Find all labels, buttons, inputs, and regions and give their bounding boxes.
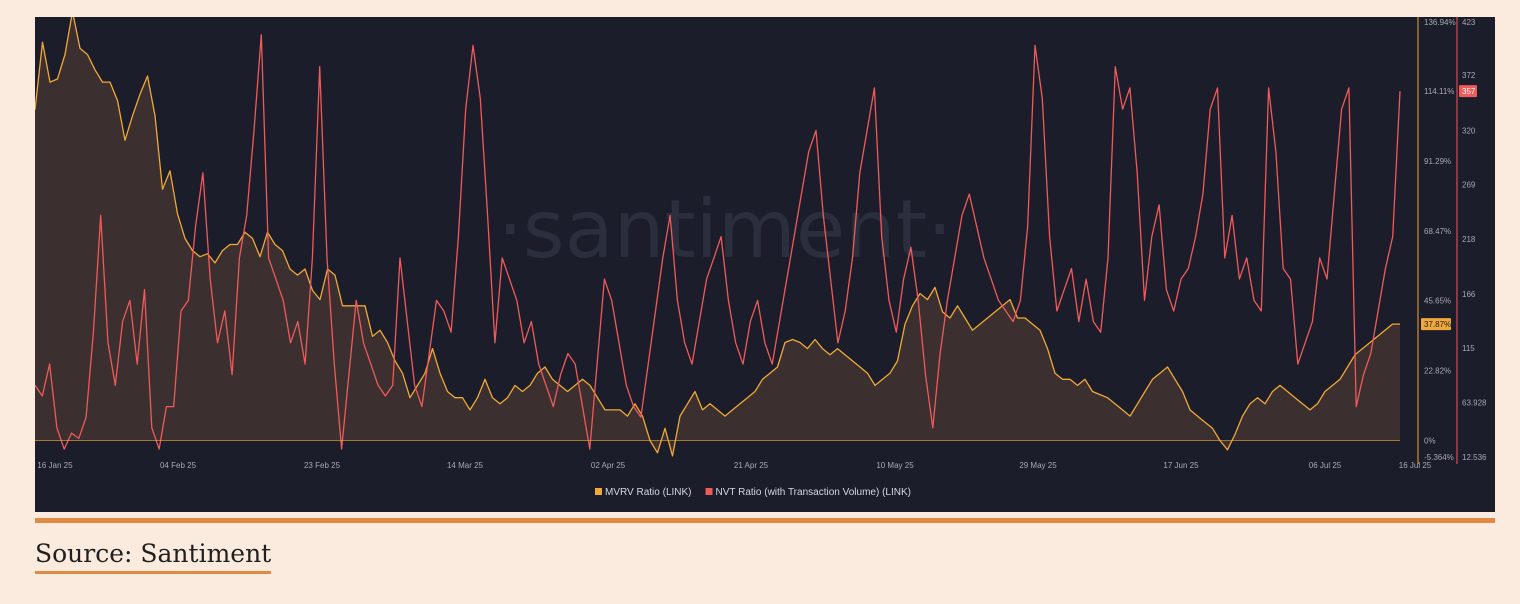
nvt-tick-label: 423 xyxy=(1462,18,1476,27)
chart-svg: ·santiment· 136.94% 114.11% 91.29% 68.47% 45… xyxy=(35,17,1487,498)
mvrv-tick-label: 22.82% xyxy=(1424,367,1451,376)
mvrv-tick-label: 0% xyxy=(1424,437,1436,446)
series-line-mvrv-ratio-link- xyxy=(35,17,1400,457)
mvrv-tick-label: 136.94% xyxy=(1424,18,1456,27)
chart-panel: ·santiment· 136.94% 114.11% 91.29% 68.47% 45… xyxy=(35,17,1495,512)
nvt-tick-label: 320 xyxy=(1462,126,1476,135)
x-tick-label: 17 Jun 25 xyxy=(1163,461,1199,470)
mvrv-tick-label: 45.65% xyxy=(1424,297,1451,306)
watermark: ·santiment· xyxy=(497,183,952,276)
source-credit: Source: Santiment xyxy=(35,538,272,574)
nvt-current-badge xyxy=(1459,85,1477,98)
nvt-tick-label: 166 xyxy=(1462,290,1476,299)
mvrv-tick-label: 68.47% xyxy=(1424,227,1451,236)
legend-swatch-1 xyxy=(705,488,713,495)
mvrv-current-label: 37.87% xyxy=(1424,320,1451,329)
x-tick-label: 16 Jan 25 xyxy=(37,461,73,470)
series-line-nvt-ratio-with-transaction-volume-link- xyxy=(35,34,1401,450)
series-areas xyxy=(35,17,1400,456)
divider xyxy=(35,518,1495,523)
legend-label-1: NVT Ratio (with Transaction Volume) (LIN… xyxy=(716,487,911,498)
x-tick-label: 29 May 25 xyxy=(1019,461,1057,470)
nvt-tick-label: 372 xyxy=(1462,71,1476,80)
x-tick-label: 14 Mar 25 xyxy=(447,461,484,470)
nvt-tick-label: 269 xyxy=(1462,181,1476,190)
nvt-tick-label: 63.928 xyxy=(1462,398,1487,407)
x-tick-label: 23 Feb 25 xyxy=(304,461,341,470)
mvrv-tick-label: -5.364% xyxy=(1424,453,1454,462)
x-tick-label: 16 Jul 25 xyxy=(1399,461,1432,470)
x-tick-label: 10 May 25 xyxy=(876,461,914,470)
series-area-mvrv-ratio-link- xyxy=(35,17,1400,456)
series-lines xyxy=(35,17,1401,457)
legend-label-0: MVRV Ratio (LINK) xyxy=(605,487,692,498)
nvt-tick-label: 12.536 xyxy=(1462,453,1487,462)
mvrv-tick-label: 91.29% xyxy=(1424,157,1451,166)
nvt-tick-label: 218 xyxy=(1462,235,1476,244)
legend-swatch-0 xyxy=(595,488,602,495)
nvt-current-label: 357 xyxy=(1462,87,1476,96)
x-tick-label: 06 Jul 25 xyxy=(1309,461,1342,470)
legend: MVRV Ratio (LINK) NVT Ratio (with Transac… xyxy=(595,487,911,498)
mvrv-current-badge xyxy=(1421,318,1451,331)
mvrv-tick-label: 114.11% xyxy=(1424,87,1454,96)
x-tick-label: 04 Feb 25 xyxy=(160,461,197,470)
x-tick-label: 02 Apr 25 xyxy=(591,461,626,470)
x-tick-label: 21 Apr 25 xyxy=(734,461,769,470)
nvt-tick-label: 115 xyxy=(1462,344,1475,353)
axes: 136.94% 114.11% 91.29% 68.47% 45.65% 22.82% 0%… xyxy=(35,17,1487,470)
